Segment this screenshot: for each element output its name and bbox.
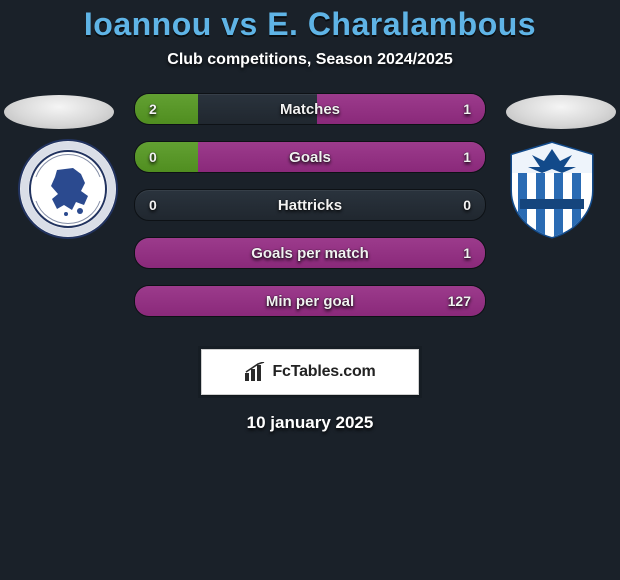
stat-row: Goals01 [134, 141, 486, 173]
stat-bars: Matches21 Goals01 Hattricks0 0 Goals per mat… [134, 93, 486, 333]
page-subtitle: Club competitions, Season 2024/2025 [0, 51, 620, 69]
team-right-crest [502, 139, 602, 239]
player-right-silhouette [506, 95, 616, 129]
stat-fill-right [135, 238, 485, 268]
bars-icon [244, 362, 266, 382]
stat-row: Goals per match1 [134, 237, 486, 269]
date-text: 10 january 2025 [0, 413, 620, 433]
stat-value-right: 0 [463, 190, 471, 220]
brand-text: FcTables.com [272, 363, 375, 381]
stat-value-left: 0 [149, 190, 157, 220]
stat-row: Min per goal127 [134, 285, 486, 317]
brand-badge: FcTables.com [201, 349, 419, 395]
stat-row: Hattricks0 0 [134, 189, 486, 221]
team-left-crest [18, 139, 118, 239]
stat-label: Hattricks [135, 190, 485, 220]
stat-fill-left [135, 94, 198, 124]
root: Ioannou vs E. Charalambous Club competit… [0, 0, 620, 580]
comparison-arena: Matches21 Goals01 Hattricks0 0 Goals per mat… [0, 93, 620, 333]
stat-fill-left [135, 142, 198, 172]
stat-row: Matches21 [134, 93, 486, 125]
stat-fill-right [317, 94, 485, 124]
stat-fill-right [198, 142, 485, 172]
stat-fill-right [135, 286, 485, 316]
player-left-silhouette [4, 95, 114, 129]
page-title: Ioannou vs E. Charalambous [0, 0, 620, 43]
